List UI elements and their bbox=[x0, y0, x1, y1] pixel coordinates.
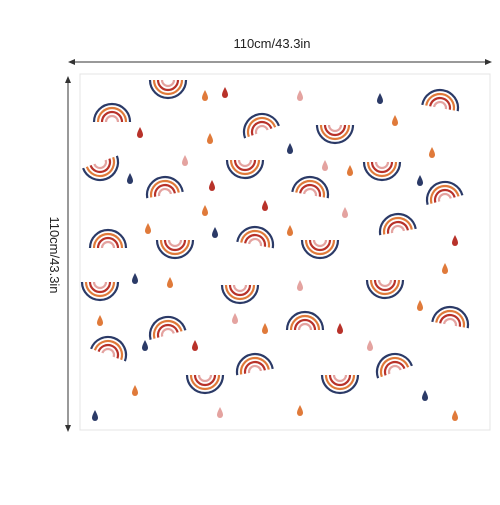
height-arrow bbox=[65, 76, 71, 432]
fabric bbox=[79, 73, 491, 431]
height-label: 110cm/43.3in bbox=[47, 216, 62, 293]
width-arrow bbox=[68, 59, 492, 65]
width-label: 110cm/43.3in bbox=[233, 36, 310, 51]
